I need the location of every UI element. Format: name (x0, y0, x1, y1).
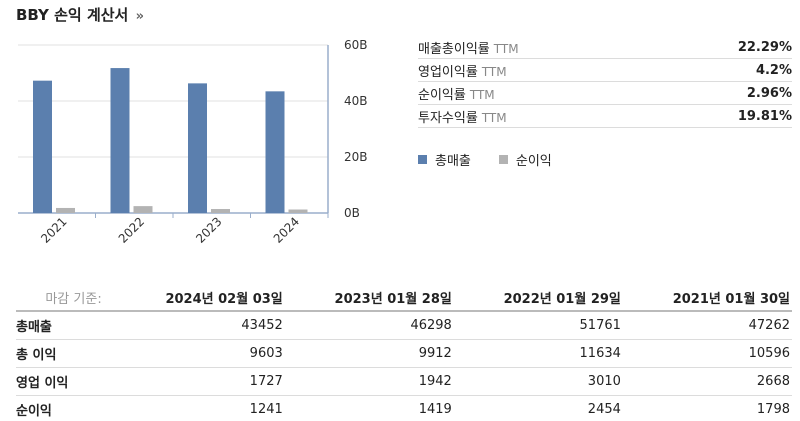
ratio-unit: TTM (481, 110, 507, 125)
legend-swatch-net-income (498, 155, 508, 164)
table-cell: 3010 (453, 367, 623, 396)
column-header: 2024년 02월 03일 (115, 284, 285, 312)
ratio-unit: TTM (493, 41, 519, 56)
table-cell: 43452 (115, 311, 285, 340)
bar-net-income (133, 206, 153, 213)
legend-item-revenue: 총매출 (418, 150, 471, 169)
income-statement-table: 마감 기준: 2024년 02월 03일 2023년 01월 28일 2022년… (16, 284, 792, 421)
table-cell: 2668 (622, 367, 792, 396)
table-cell: 10596 (622, 339, 792, 368)
bar-revenue (33, 80, 52, 213)
table-cell: 9912 (284, 339, 454, 368)
ratio-unit: TTM (469, 87, 495, 102)
bar-revenue (110, 68, 130, 213)
bar-net-income (288, 209, 308, 213)
table-row: 순이익 1241 1419 2454 1798 (16, 395, 792, 421)
ratio-value: 4.2% (755, 62, 792, 78)
table-row: 총매출 43452 46298 51761 47262 (16, 311, 792, 340)
x-tick-label: 2024 (271, 214, 302, 245)
table-row: 영업 이익 1727 1942 3010 2668 (16, 367, 792, 396)
ratio-unit: TTM (481, 64, 507, 79)
page-title-text: BBY 손익 계산서 (16, 6, 129, 24)
more-arrow-icon[interactable]: » (135, 9, 144, 24)
ratio-row: 영업이익률 TTM 4.2% (418, 59, 792, 82)
table-cell: 47262 (622, 311, 792, 340)
column-header: 2021년 01월 30일 (622, 284, 792, 312)
row-label: 순이익 (16, 395, 116, 421)
ratio-list: 매출총이익률 TTM 22.29% 영업이익률 TTM 4.2% 순이익률 TTM 2… (418, 36, 792, 128)
table-header-row: 마감 기준: 2024년 02월 03일 2023년 01월 28일 2022년… (16, 284, 792, 312)
table-cell: 11634 (453, 339, 623, 368)
revenue-income-bar-chart: 0B 20B 40B 60B 2021 2022 2023 2024 (18, 38, 368, 246)
row-label: 영업 이익 (16, 367, 116, 396)
table-cell: 2454 (453, 395, 623, 421)
x-tick-label: 2023 (193, 214, 224, 245)
ratio-row: 매출총이익률 TTM 22.29% (418, 36, 792, 59)
legend-label-revenue: 총매출 (435, 154, 471, 169)
bar-revenue (188, 83, 207, 213)
legend-swatch-revenue (418, 155, 427, 164)
x-tick-label: 2022 (116, 214, 147, 245)
table-cell: 1798 (622, 395, 792, 421)
table-cell: 51761 (453, 311, 623, 340)
y-tick-label: 60B (344, 38, 368, 52)
ratio-label: 순이익률 (418, 87, 466, 103)
ratio-label: 영업이익률 (418, 64, 478, 80)
table-cell: 1942 (284, 367, 454, 396)
legend-item-net-income: 순이익 (498, 150, 552, 169)
ratio-value: 2.96% (746, 85, 792, 101)
ratio-label: 매출총이익률 (418, 41, 490, 57)
bar-revenue (265, 91, 285, 213)
table-cell: 46298 (284, 311, 454, 340)
column-header: 2023년 01월 28일 (284, 284, 454, 312)
row-label: 총 이익 (16, 339, 116, 368)
y-tick-label: 0B (344, 206, 360, 220)
ratio-row: 투자수익률 TTM 19.81% (418, 105, 792, 128)
table-cell: 9603 (115, 339, 285, 368)
y-tick-label: 20B (344, 150, 368, 164)
table-cell: 1419 (284, 395, 454, 421)
y-tick-label: 40B (344, 94, 368, 108)
table-cell: 1727 (115, 367, 285, 396)
column-header: 2022년 01월 29일 (453, 284, 623, 312)
legend-label-net-income: 순이익 (515, 154, 552, 169)
ratio-row: 순이익률 TTM 2.96% (418, 82, 792, 105)
bar-net-income (56, 207, 75, 213)
ratio-label: 투자수익률 (418, 110, 478, 126)
chart-legend: 총매출 순이익 (418, 150, 552, 169)
asof-label: 마감 기준: (16, 284, 116, 312)
table-row: 총 이익 9603 9912 11634 10596 (16, 339, 792, 368)
ratio-value: 22.29% (737, 39, 792, 55)
table-cell: 1241 (115, 395, 285, 421)
row-label: 총매출 (16, 311, 116, 340)
page-title[interactable]: BBY 손익 계산서 » (16, 4, 144, 25)
x-tick-label: 2021 (38, 214, 69, 245)
ratio-value: 19.81% (737, 108, 792, 124)
bar-net-income (211, 209, 230, 213)
